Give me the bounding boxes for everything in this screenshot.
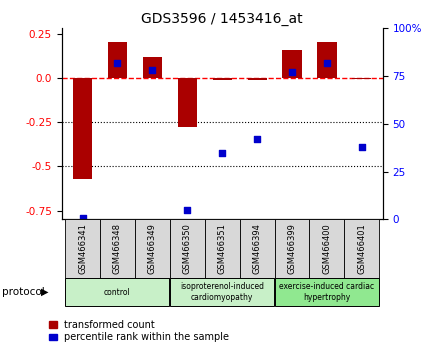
Bar	[73, 78, 92, 179]
Text: ▶: ▶	[40, 287, 48, 297]
FancyBboxPatch shape	[240, 219, 275, 278]
FancyBboxPatch shape	[309, 219, 345, 278]
Point	[114, 60, 121, 65]
Text: GSM466394: GSM466394	[253, 223, 262, 274]
Bar	[248, 78, 267, 80]
Legend: transformed count, percentile rank within the sample: transformed count, percentile rank withi…	[49, 320, 229, 342]
Bar	[317, 42, 337, 78]
FancyBboxPatch shape	[345, 219, 379, 278]
Text: GSM466348: GSM466348	[113, 223, 122, 274]
Text: GSM466399: GSM466399	[287, 223, 297, 274]
Text: exercise-induced cardiac
hypertrophy: exercise-induced cardiac hypertrophy	[279, 282, 374, 302]
Text: GSM466341: GSM466341	[78, 223, 87, 274]
Point	[149, 68, 156, 73]
FancyBboxPatch shape	[275, 278, 379, 306]
FancyBboxPatch shape	[100, 219, 135, 278]
Bar	[352, 78, 371, 79]
Text: isoproterenol-induced
cardiomyopathy: isoproterenol-induced cardiomyopathy	[180, 282, 264, 302]
FancyBboxPatch shape	[65, 219, 100, 278]
FancyBboxPatch shape	[170, 278, 274, 306]
Bar	[178, 78, 197, 127]
Point	[253, 136, 260, 142]
FancyBboxPatch shape	[275, 219, 309, 278]
Text: GSM466401: GSM466401	[357, 223, 367, 274]
FancyBboxPatch shape	[135, 219, 170, 278]
Text: protocol: protocol	[2, 287, 45, 297]
Point	[289, 69, 296, 75]
Bar	[143, 57, 162, 78]
Point	[184, 207, 191, 213]
Point	[358, 144, 365, 150]
Text: GSM466400: GSM466400	[323, 223, 331, 274]
Text: control: control	[104, 287, 131, 297]
Title: GDS3596 / 1453416_at: GDS3596 / 1453416_at	[141, 12, 303, 26]
Bar	[213, 78, 232, 80]
FancyBboxPatch shape	[205, 219, 240, 278]
Text: GSM466350: GSM466350	[183, 223, 192, 274]
Point	[219, 150, 226, 155]
FancyBboxPatch shape	[66, 278, 169, 306]
Point	[79, 215, 86, 221]
Bar	[282, 50, 302, 78]
Point	[323, 60, 330, 65]
Text: GSM466351: GSM466351	[218, 223, 227, 274]
Text: GSM466349: GSM466349	[148, 223, 157, 274]
FancyBboxPatch shape	[170, 219, 205, 278]
Bar	[108, 42, 127, 78]
